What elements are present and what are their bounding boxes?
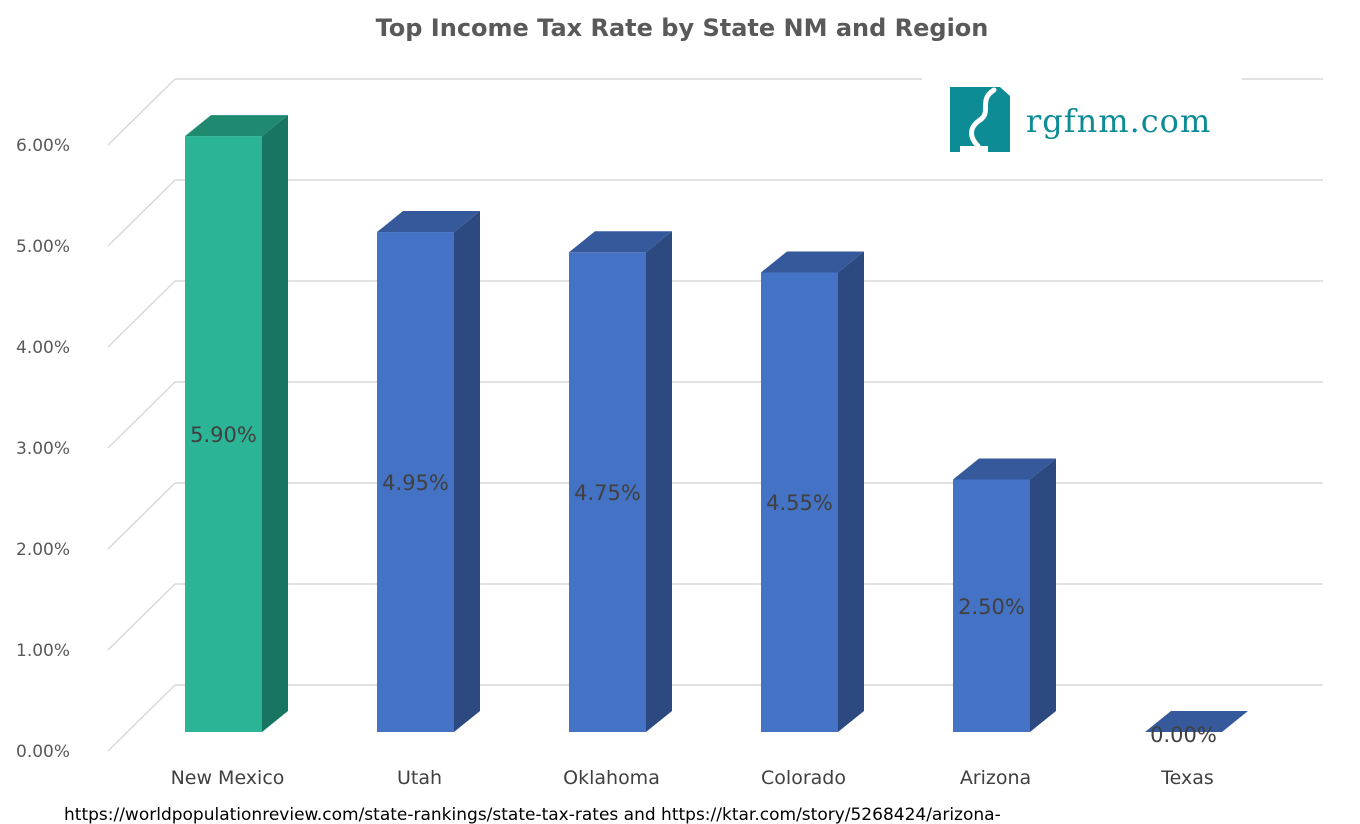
y-tick-label: 3.00% — [16, 439, 70, 459]
y-tick-label: 4.00% — [16, 338, 70, 358]
bars — [185, 115, 1248, 733]
bar-top — [761, 251, 864, 273]
y-axis-tick-labels: 0.00% 1.00% 2.00% 3.00% 4.00% 5.00% 6.00% — [16, 136, 70, 762]
bar-top — [185, 115, 288, 137]
gridline-depth — [107, 482, 176, 550]
gridline-depth — [107, 583, 176, 651]
x-tick-label: Arizona — [960, 767, 1031, 789]
bar-top — [953, 458, 1056, 480]
new-mexico-river-logo-icon — [950, 87, 1010, 152]
chart-title: Top Income Tax Rate by State NM and Regi… — [376, 14, 989, 42]
y-tick-label: 6.00% — [16, 136, 70, 156]
data-label: 4.55% — [766, 491, 833, 515]
gridline-depth — [107, 280, 176, 348]
gridline-depth — [107, 684, 176, 752]
bar-oklahoma — [569, 231, 672, 732]
bar-new-mexico — [185, 115, 288, 733]
logo-text: rgfnm.com — [1026, 102, 1211, 140]
bar-side — [838, 251, 864, 732]
bar-side — [1030, 458, 1056, 732]
bar-texas — [1145, 711, 1248, 732]
gridline-depth — [107, 179, 176, 247]
bar-arizona — [953, 458, 1056, 732]
bar-top — [377, 211, 480, 233]
bar-utah — [377, 211, 480, 733]
x-axis-tick-labels: New Mexico Utah Oklahoma Colorado Arizona Tex… — [171, 767, 1214, 789]
data-labels: 5.90% 4.95% 4.75% 4.55% 2.50% 0.00% — [190, 423, 1217, 747]
y-tick-label: 0.00% — [16, 742, 70, 762]
bar-colorado — [761, 251, 864, 732]
y-tick-label: 1.00% — [16, 641, 70, 661]
rgfnm-logo: rgfnm.com — [922, 70, 1242, 166]
x-tick-label: Oklahoma — [563, 767, 660, 789]
source-text: https://worldpopulationreview.com/state-… — [64, 805, 1001, 824]
y-tick-label: 2.00% — [16, 540, 70, 560]
data-label: 5.90% — [190, 423, 257, 447]
gridline-depth — [107, 78, 176, 146]
bar-front — [185, 136, 262, 733]
data-label: 4.75% — [574, 481, 641, 505]
bar-front — [377, 232, 454, 733]
bar-side — [454, 211, 480, 733]
x-tick-label: Colorado — [761, 767, 846, 789]
bar-top — [569, 231, 672, 253]
y-tick-label: 5.00% — [16, 237, 70, 257]
data-label: 4.95% — [382, 471, 449, 495]
bar-side — [646, 231, 672, 732]
x-tick-label: Texas — [1160, 767, 1214, 789]
bar-side — [262, 115, 288, 733]
x-tick-label: Utah — [397, 767, 442, 789]
gridline-depth — [107, 381, 176, 449]
x-tick-label: New Mexico — [171, 767, 285, 789]
data-label: 0.00% — [1150, 723, 1217, 747]
bar-front — [953, 479, 1030, 732]
gridlines — [107, 78, 1323, 752]
data-label: 2.50% — [958, 595, 1025, 619]
bar-top — [1145, 711, 1248, 732]
bar-front — [761, 272, 838, 732]
bar-front — [569, 252, 646, 732]
